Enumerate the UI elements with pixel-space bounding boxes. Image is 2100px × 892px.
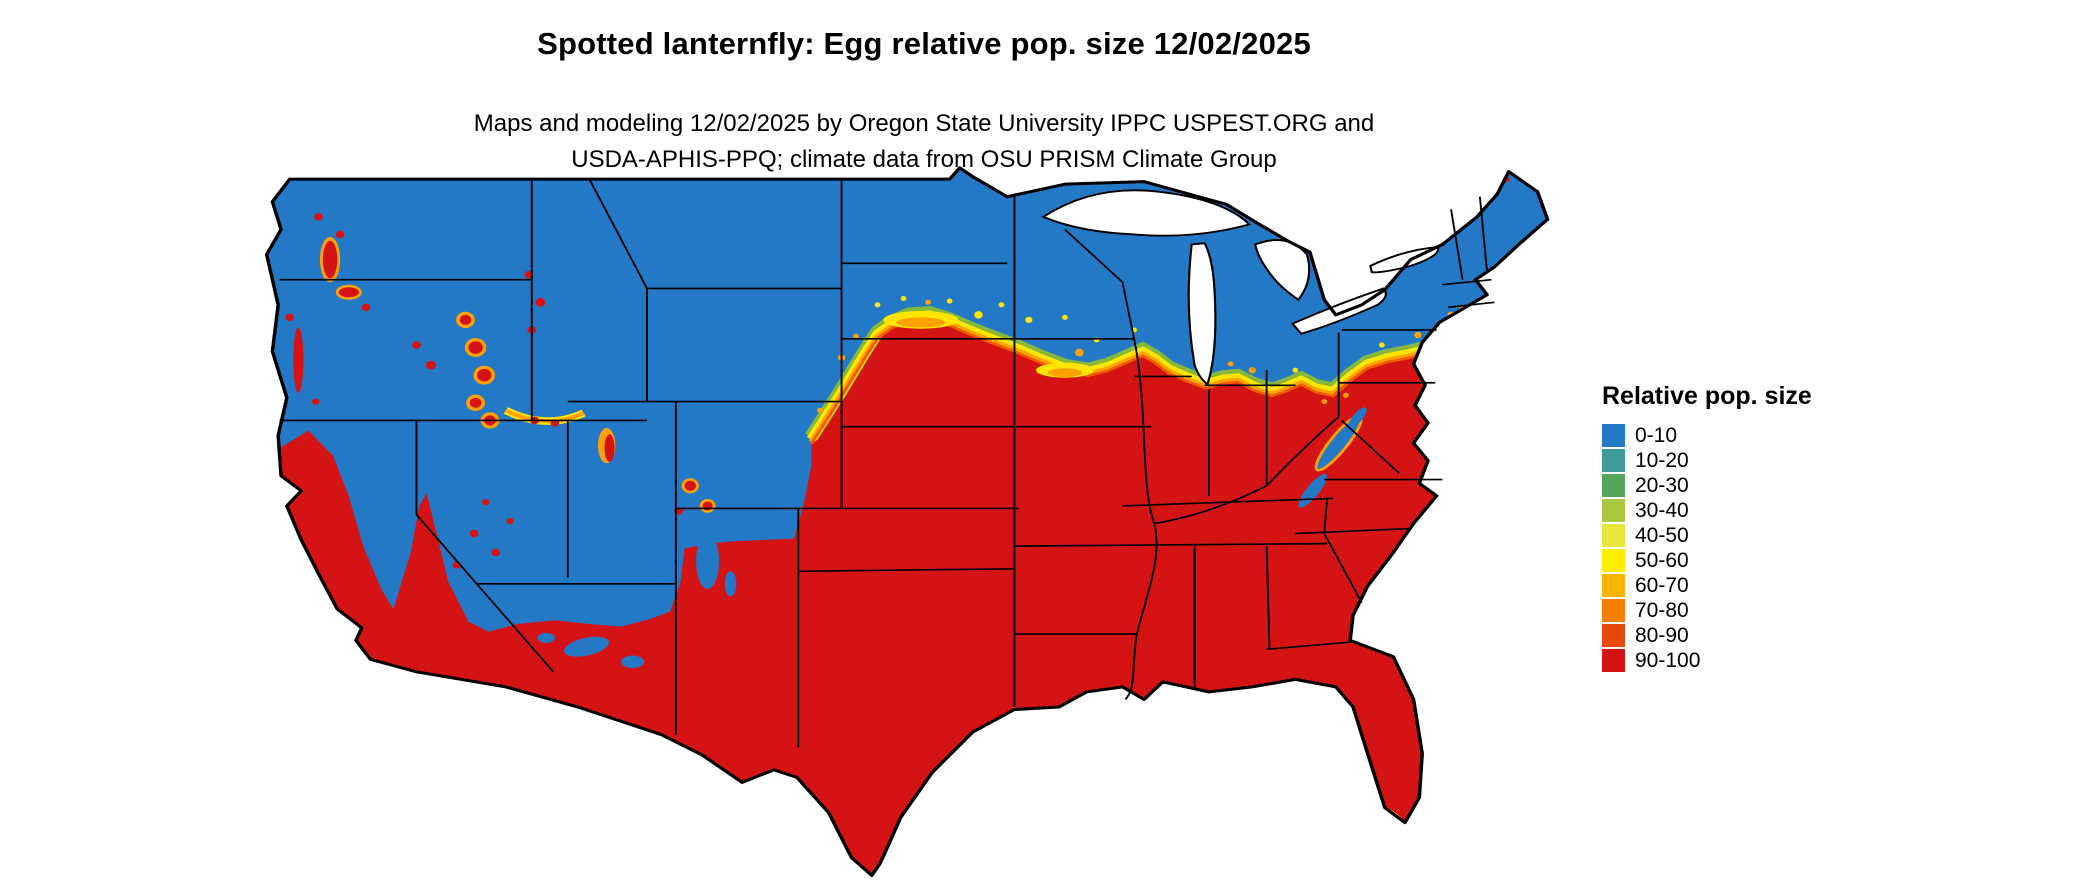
legend-swatch [1602,649,1625,672]
map-subtitle: Maps and modeling 12/02/2025 by Oregon S… [0,106,1848,178]
map-title: Spotted lanternfly: Egg relative pop. si… [537,26,1311,61]
legend-item: 0-10 [1602,423,1812,448]
us-map [264,166,1550,877]
transition-band [805,306,1444,445]
legend-item: 60-70 [1602,573,1812,598]
legend-label: 90-100 [1635,648,1701,672]
legend-title: Relative pop. size [1602,382,1812,410]
lake-superior [1041,189,1252,237]
legend-swatch [1602,524,1625,547]
legend: Relative pop. size 0-10 10-20 20-30 30-4… [1602,382,1812,673]
legend-label: 50-60 [1635,548,1689,572]
legend-swatch [1602,549,1625,572]
legend-label: 40-50 [1635,523,1689,547]
legend-label: 30-40 [1635,498,1689,522]
legend-label: 10-20 [1635,448,1689,472]
florida-keys-dots [1358,830,1382,846]
legend-swatch [1602,449,1625,472]
legend-item: 90-100 [1602,648,1812,673]
legend-label: 80-90 [1635,623,1689,647]
legend-swatch [1602,499,1625,522]
legend-label: 70-80 [1635,598,1689,622]
us-outline [264,166,1550,877]
legend-label: 20-30 [1635,473,1689,497]
legend-swatch [1602,624,1625,647]
legend-item: 10-20 [1602,448,1812,473]
legend-item: 30-40 [1602,498,1812,523]
legend-item: 40-50 [1602,523,1812,548]
legend-items: 0-10 10-20 20-30 30-40 40-50 50-60 60-70… [1602,423,1812,673]
legend-label: 0-10 [1635,423,1678,447]
legend-swatch [1602,474,1625,497]
legend-swatch [1602,424,1625,447]
legend-item: 70-80 [1602,598,1812,623]
legend-item: 20-30 [1602,473,1812,498]
map-subtitle-line2: USDA-APHIS-PPQ; climate data from OSU PR… [571,146,1277,173]
legend-item: 80-90 [1602,623,1812,648]
map-subtitle-line1: Maps and modeling 12/02/2025 by Oregon S… [473,110,1375,137]
great-lakes [1041,189,1440,386]
state-borders [279,178,1495,748]
lake-erie [1290,287,1387,335]
legend-swatch [1602,574,1625,597]
low-enclaves [537,407,1367,669]
lake-michigan [1187,242,1217,386]
legend-label: 60-70 [1635,573,1689,597]
legend-swatch [1602,599,1625,622]
map-area [258,154,1562,888]
legend-item: 50-60 [1602,548,1812,573]
